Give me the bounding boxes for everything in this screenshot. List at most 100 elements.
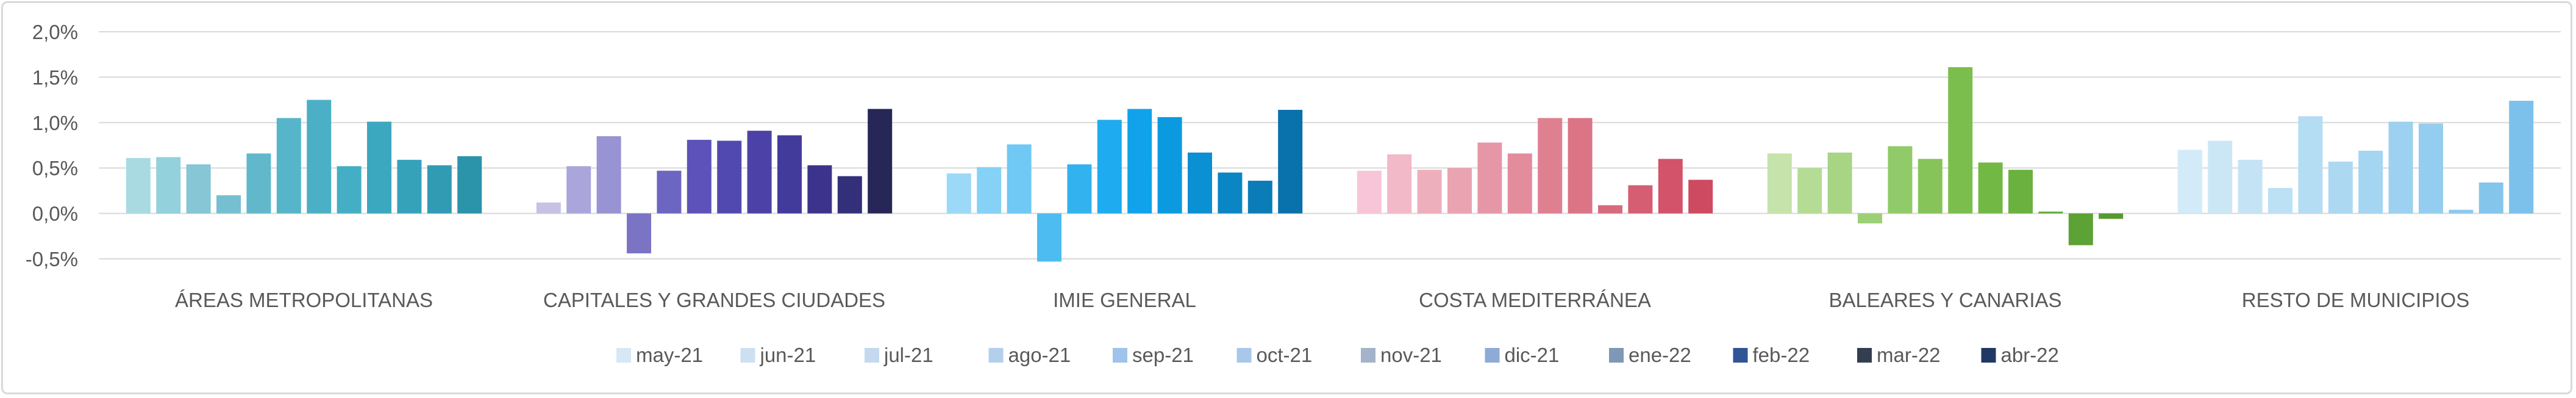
bar <box>2238 159 2263 214</box>
bar <box>2177 150 2202 214</box>
bar <box>1387 154 1412 214</box>
bar <box>2208 140 2233 214</box>
gridlines <box>99 31 2561 259</box>
bar <box>2298 116 2323 214</box>
bar <box>1188 152 1212 214</box>
legend-label: dic-21 <box>1505 344 1560 366</box>
legend-swatch <box>865 348 879 363</box>
legend-swatch <box>740 348 755 363</box>
legend-swatch <box>1981 348 1996 363</box>
bar <box>2068 213 2093 245</box>
bar <box>747 131 772 214</box>
bar <box>1127 109 1152 214</box>
bar <box>367 121 391 214</box>
legend-label: feb-22 <box>1753 344 1810 366</box>
bar <box>596 136 621 214</box>
y-tick-label: 1,5% <box>32 66 78 89</box>
bar <box>627 213 651 254</box>
bar <box>216 195 241 214</box>
bar <box>1037 213 1061 262</box>
bar <box>2268 187 2292 214</box>
bar <box>1568 118 1593 214</box>
legend-label: abr-22 <box>2001 344 2059 366</box>
legend-swatch <box>616 348 631 363</box>
bar <box>657 170 682 214</box>
bar <box>1658 159 1683 214</box>
legend-swatch <box>1113 348 1127 363</box>
y-tick-label: 0,0% <box>32 203 78 225</box>
legend-swatch <box>1361 348 1375 363</box>
bar <box>427 165 452 214</box>
bar <box>1767 153 1792 214</box>
bar <box>687 140 712 214</box>
bar <box>1948 67 1973 214</box>
bar <box>1918 159 1943 214</box>
y-tick-label: 1,0% <box>32 112 78 134</box>
bar <box>536 202 561 214</box>
bar <box>457 156 482 214</box>
bar <box>2478 183 2503 214</box>
bar <box>2419 123 2443 214</box>
legend-swatch <box>1485 348 1500 363</box>
legend-swatch <box>1236 348 1252 363</box>
bar <box>186 164 211 214</box>
y-tick-label: 0,5% <box>32 157 78 179</box>
y-tick-label: 2,0% <box>32 21 78 43</box>
bar <box>2328 161 2353 214</box>
bar <box>1507 153 1532 214</box>
bar <box>1598 205 1622 214</box>
legend-label: ene-22 <box>1629 344 1691 366</box>
bar <box>1797 168 1822 214</box>
legend-label: oct-21 <box>1257 344 1313 366</box>
bar <box>1888 146 1913 214</box>
bar <box>1688 179 1713 214</box>
bar <box>246 153 271 214</box>
legend-label: ago-21 <box>1008 344 1071 366</box>
legend-label: jul-21 <box>883 344 933 366</box>
x-category-label: CAPITALES Y GRANDES CIUDADES <box>543 289 885 311</box>
legend-swatch <box>1733 348 1748 363</box>
bar <box>1628 185 1653 214</box>
bar <box>2038 211 2063 214</box>
bar <box>717 140 742 214</box>
bar <box>1447 168 1472 214</box>
bar <box>1067 164 1092 214</box>
legend-swatch <box>1609 348 1624 363</box>
bar <box>1278 109 1303 214</box>
legend-swatch <box>1857 348 1872 363</box>
legend-label: may-21 <box>636 344 703 366</box>
bar <box>1218 172 1243 214</box>
bar <box>977 167 1002 214</box>
bar <box>337 166 362 214</box>
bar <box>307 100 332 214</box>
bar <box>1417 170 1442 214</box>
bar <box>777 135 802 214</box>
bar <box>126 157 151 214</box>
legend-label: nov-21 <box>1380 344 1442 366</box>
bar <box>1357 170 1382 214</box>
x-category-label: IMIE GENERAL <box>1053 289 1196 311</box>
legend-swatch <box>988 348 1004 363</box>
x-category-label: ÁREAS METROPOLITANAS <box>175 289 433 311</box>
bar <box>837 176 862 214</box>
bar <box>946 173 971 214</box>
bar <box>397 159 422 214</box>
x-axis-category-labels: ÁREAS METROPOLITANAS CAPITALES Y GRANDES … <box>175 289 2469 311</box>
legend-label: jun-21 <box>760 344 816 366</box>
bar <box>807 165 832 214</box>
legend: may-21 jun-21 jul-21 ago-21 sep-21 oct-21 nov-… <box>616 344 2059 366</box>
legend-label: sep-21 <box>1132 344 1194 366</box>
bar <box>1538 118 1563 214</box>
bar <box>2388 121 2413 214</box>
bar <box>276 118 301 214</box>
x-category-label: COSTA MEDITERRÁNEA <box>1419 289 1651 311</box>
bar <box>156 157 181 214</box>
bar <box>2358 150 2383 214</box>
bar <box>2449 209 2474 214</box>
legend-label: mar-22 <box>1877 344 1941 366</box>
bar <box>1477 142 1502 214</box>
bar <box>1157 117 1182 214</box>
bar <box>566 166 591 214</box>
bar <box>1978 162 2003 214</box>
